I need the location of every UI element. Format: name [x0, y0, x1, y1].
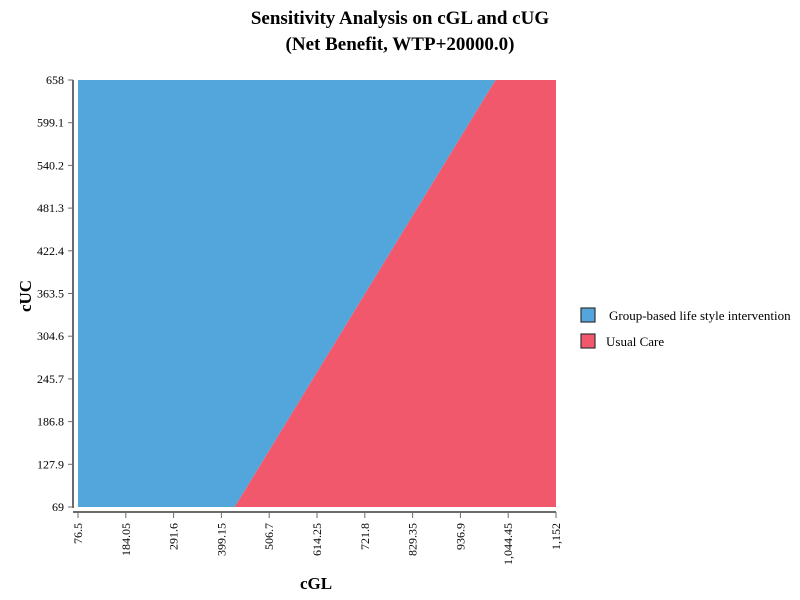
x-tick-label: 721.8 [358, 523, 372, 550]
x-tick-label: 829.35 [406, 523, 420, 556]
legend-label: Usual Care [606, 334, 664, 349]
axes: 69 127.9 186.8 245.7 304.6 363.5 422.4 481.3 540… [37, 73, 563, 565]
x-tick-label: 1,044.45 [501, 523, 515, 565]
x-ticks: 76.5 184.05 291.6 399.15 506.7 614.25 721.8 829… [71, 512, 563, 565]
y-axis-title: cUC [16, 280, 35, 312]
y-tick-label: 186.8 [37, 415, 64, 429]
x-tick-label: 614.25 [310, 523, 324, 556]
x-tick-label: 1,152 [549, 523, 563, 550]
y-tick-label: 422.4 [37, 244, 64, 258]
x-tick-label: 184.05 [119, 523, 133, 556]
region-usual-care [234, 80, 556, 507]
x-tick-label: 506.7 [262, 523, 276, 550]
x-tick-label: 936.9 [453, 523, 467, 550]
legend: Group-based life style intervention Usual… [580, 307, 791, 349]
chart-subtitle: (Net Benefit, WTP+20000.0) [286, 34, 515, 55]
legend-label: Group-based life style intervention [609, 308, 791, 323]
plot-area [78, 80, 556, 507]
y-tick-label: 304.6 [37, 329, 64, 343]
y-tick-label: 540.2 [37, 158, 64, 172]
y-tick-label: 481.3 [37, 201, 64, 215]
y-ticks: 69 127.9 186.8 245.7 304.6 363.5 422.4 481.3 540… [37, 73, 73, 514]
y-tick-label: 245.7 [37, 372, 64, 386]
x-tick-label: 399.15 [214, 523, 228, 556]
legend-swatch [580, 333, 596, 349]
y-tick-label: 599.1 [37, 116, 64, 130]
y-tick-label: 127.9 [37, 457, 64, 471]
x-axis-title: cGL [300, 574, 332, 593]
x-tick-label: 76.5 [71, 523, 85, 544]
y-tick-label: 658 [46, 73, 64, 87]
x-tick-label: 291.6 [167, 523, 181, 550]
region-group-based-intervention [78, 80, 496, 507]
chart-title: Sensitivity Analysis on cGL and cUG [251, 8, 549, 29]
y-tick-label: 69 [52, 500, 64, 514]
y-tick-label: 363.5 [37, 287, 64, 301]
legend-swatch [580, 307, 596, 323]
